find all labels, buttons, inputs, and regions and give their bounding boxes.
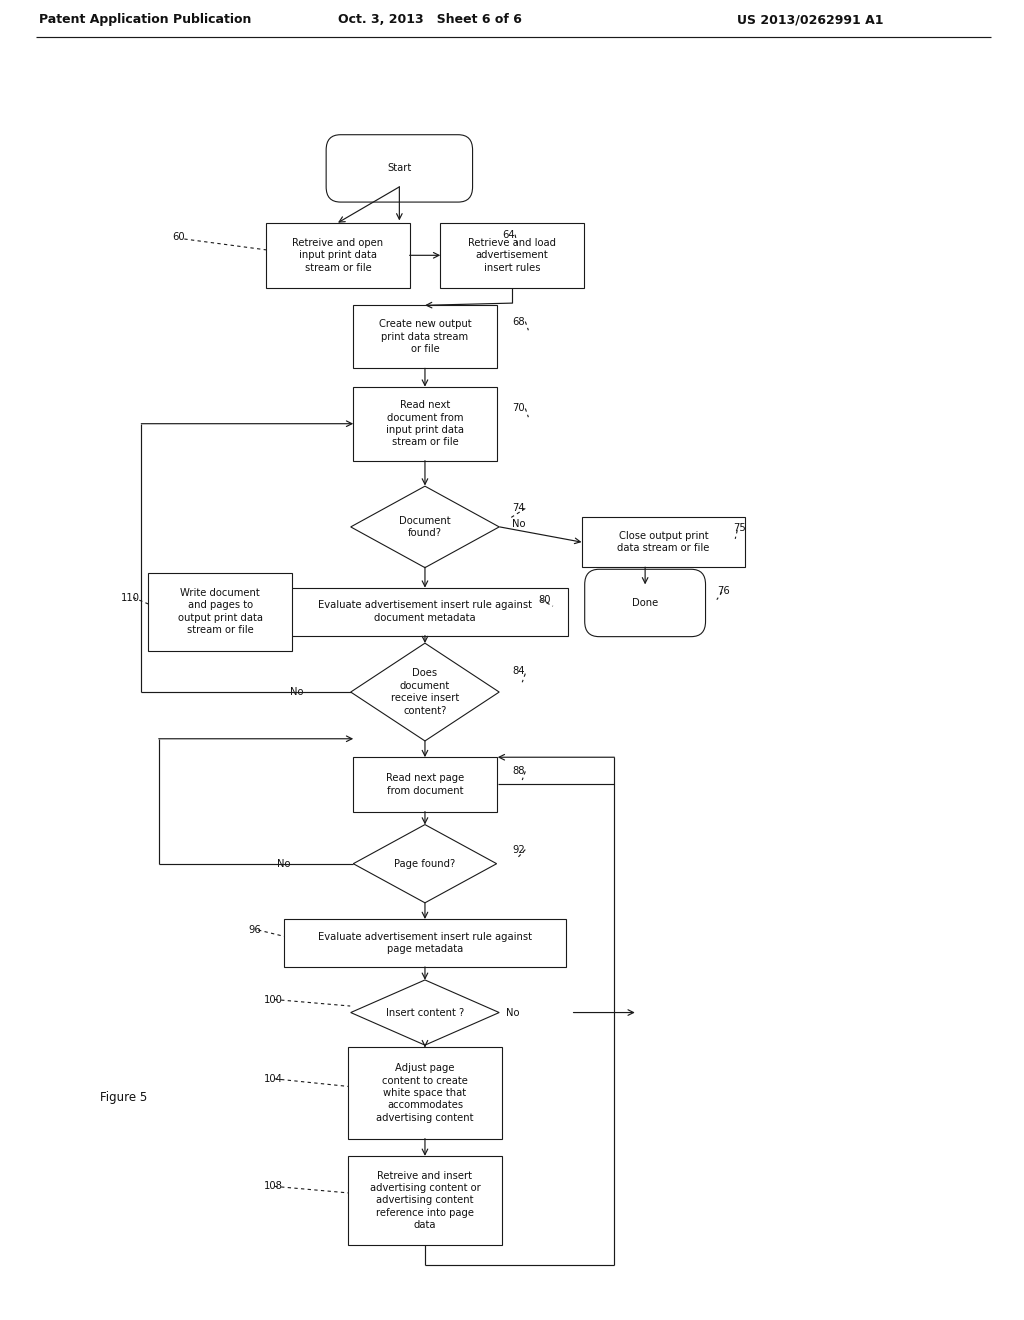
Text: 80: 80 <box>539 595 551 605</box>
Text: Read next
document from
input print data
stream or file: Read next document from input print data… <box>386 400 464 447</box>
FancyBboxPatch shape <box>353 305 497 368</box>
FancyBboxPatch shape <box>440 223 584 288</box>
Text: Patent Application Publication: Patent Application Publication <box>39 13 251 26</box>
Text: 75: 75 <box>733 523 745 533</box>
Polygon shape <box>350 643 500 741</box>
Text: 88: 88 <box>512 767 524 776</box>
FancyBboxPatch shape <box>348 1156 502 1245</box>
FancyBboxPatch shape <box>266 223 410 288</box>
Text: 74: 74 <box>512 503 524 513</box>
Polygon shape <box>350 486 500 568</box>
Text: Oct. 3, 2013   Sheet 6 of 6: Oct. 3, 2013 Sheet 6 of 6 <box>338 13 522 26</box>
FancyBboxPatch shape <box>282 587 568 635</box>
Text: 64: 64 <box>502 230 514 240</box>
Text: Page found?: Page found? <box>394 859 456 869</box>
Text: 68: 68 <box>512 317 524 326</box>
FancyBboxPatch shape <box>326 135 473 202</box>
Text: Figure 5: Figure 5 <box>100 1090 147 1104</box>
Text: 110: 110 <box>121 593 140 602</box>
Text: Done: Done <box>632 598 658 609</box>
FancyBboxPatch shape <box>585 569 706 636</box>
Text: Create new output
print data stream
or file: Create new output print data stream or f… <box>379 319 471 354</box>
Text: Retrieve and load
advertisement
insert rules: Retrieve and load advertisement insert r… <box>468 238 556 273</box>
Text: 60: 60 <box>172 232 184 242</box>
Text: 104: 104 <box>264 1073 283 1084</box>
Text: Start: Start <box>387 164 412 173</box>
Text: 100: 100 <box>264 994 283 1005</box>
Text: US 2013/0262991 A1: US 2013/0262991 A1 <box>737 13 884 26</box>
Text: Retreive and insert
advertising content or
advertising content
reference into pa: Retreive and insert advertising content … <box>370 1171 480 1230</box>
Text: Document
found?: Document found? <box>399 516 451 539</box>
Text: Read next page
from document: Read next page from document <box>386 774 464 796</box>
FancyBboxPatch shape <box>353 758 497 812</box>
Text: Insert content ?: Insert content ? <box>386 1007 464 1018</box>
Text: Evaluate advertisement insert rule against
document metadata: Evaluate advertisement insert rule again… <box>318 601 531 623</box>
Text: Write document
and pages to
output print data
stream or file: Write document and pages to output print… <box>177 587 263 635</box>
Text: Evaluate advertisement insert rule against
page metadata: Evaluate advertisement insert rule again… <box>318 932 531 954</box>
Polygon shape <box>350 979 500 1045</box>
Text: Adjust page
content to create
white space that
accommodates
advertising content: Adjust page content to create white spac… <box>376 1063 474 1123</box>
Text: 70: 70 <box>512 404 524 413</box>
Text: 76: 76 <box>717 586 729 597</box>
Text: 92: 92 <box>512 845 524 854</box>
Text: 96: 96 <box>249 925 261 935</box>
FancyBboxPatch shape <box>348 1047 502 1139</box>
Text: 84: 84 <box>512 667 524 676</box>
FancyBboxPatch shape <box>284 919 565 968</box>
FancyBboxPatch shape <box>353 387 497 461</box>
Text: Close output print
data stream or file: Close output print data stream or file <box>617 531 710 553</box>
FancyBboxPatch shape <box>582 517 745 568</box>
Polygon shape <box>353 825 497 903</box>
Text: Does
document
receive insert
content?: Does document receive insert content? <box>391 668 459 715</box>
Text: No: No <box>290 686 303 697</box>
Text: No: No <box>506 1007 519 1018</box>
Text: No: No <box>512 519 525 529</box>
FancyBboxPatch shape <box>148 573 292 651</box>
Text: Retreive and open
input print data
stream or file: Retreive and open input print data strea… <box>293 238 383 273</box>
Text: No: No <box>278 859 291 869</box>
Text: 108: 108 <box>264 1181 283 1192</box>
